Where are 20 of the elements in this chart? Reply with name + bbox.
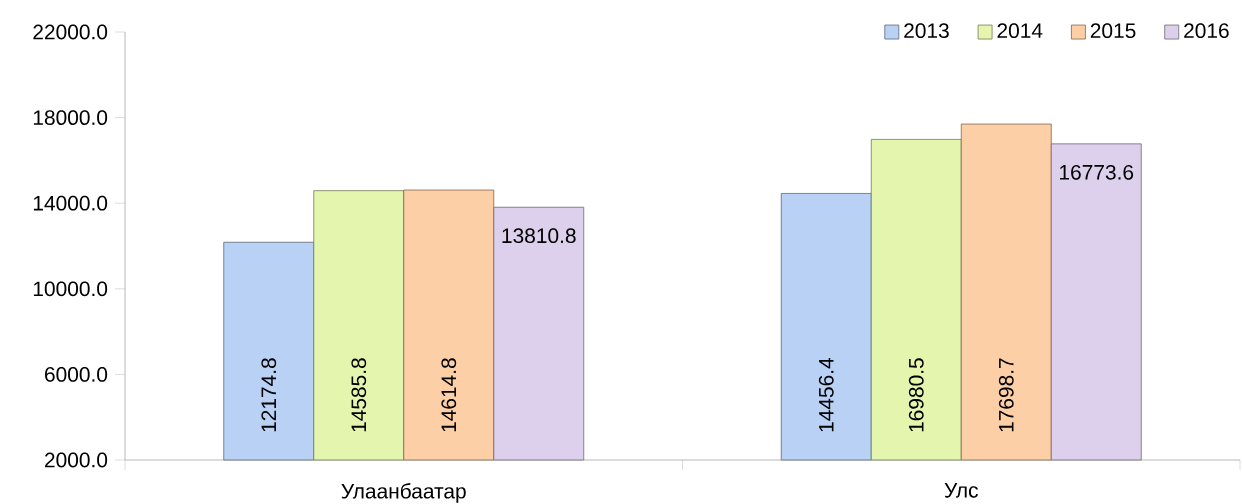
data-label: 16773.6 (1060, 164, 1134, 180)
legend-label: 2013 (904, 23, 949, 39)
x-tick-label: Улаанбаатар (341, 483, 466, 503)
legend-label: 2016 (1184, 23, 1229, 39)
x-tick-label: Улс (944, 483, 978, 498)
data-label: 16980.5 (908, 358, 924, 432)
data-label: 14614.8 (441, 358, 457, 432)
data-label: 13810.8 (502, 228, 576, 244)
y-tick-label: 22000.0 (33, 24, 108, 40)
legend-label: 2014 (997, 23, 1043, 39)
y-tick-label: 2000.0 (45, 452, 108, 468)
data-label: 14585.8 (351, 358, 367, 432)
data-label: 14456.4 (818, 357, 834, 432)
y-tick-label: 14000.0 (33, 195, 108, 211)
data-label: 17698.7 (998, 358, 1014, 432)
y-tick-label: 10000.0 (33, 281, 108, 297)
y-tick-label: 18000.0 (33, 110, 108, 126)
legend-label: 2015 (1090, 23, 1136, 39)
data-label: 12174.8 (261, 358, 277, 432)
y-tick-label: 6000.0 (45, 367, 108, 382)
